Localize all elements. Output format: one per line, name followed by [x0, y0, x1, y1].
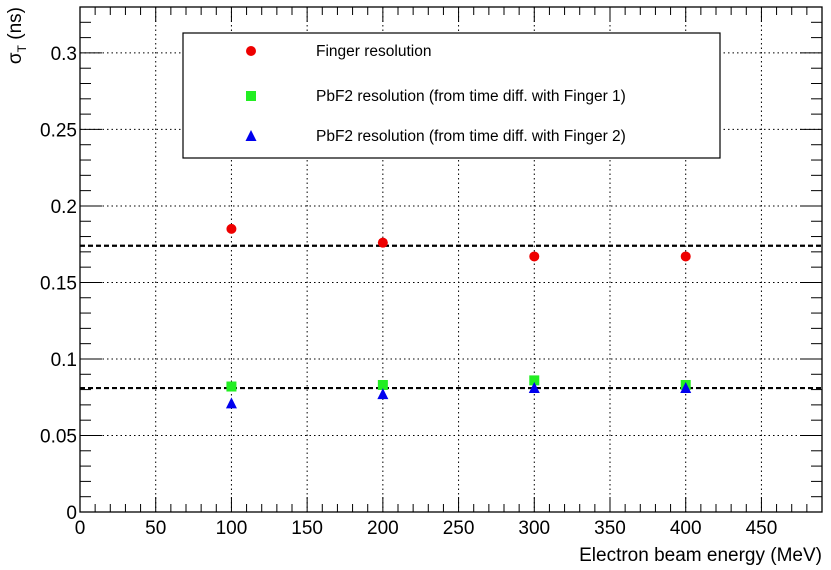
x-tick-label: 50 — [145, 518, 166, 539]
legend-marker-3 — [245, 130, 257, 141]
point-series1-3 — [680, 251, 691, 262]
plot-frame — [79, 6, 823, 513]
legend-marker-1 — [246, 46, 256, 56]
x-tick-label: 450 — [746, 518, 778, 539]
x-tick-label: 300 — [518, 518, 550, 539]
point-series2-2 — [529, 375, 540, 386]
x-tick-label: 250 — [443, 518, 475, 539]
point-series3-3 — [680, 382, 692, 394]
y-tick-label: 0.2 — [51, 197, 77, 218]
legend-box — [182, 32, 721, 159]
y-axis-title: σT (ns) — [5, 7, 29, 64]
y-tick-label: 0.05 — [40, 426, 77, 447]
point-series1-0 — [226, 223, 237, 234]
legend-label-3: PbF2 resolution (from time diff. with Fi… — [316, 128, 626, 145]
y-tick-label: 0 — [66, 503, 77, 524]
y-tick-label: 0.1 — [51, 350, 77, 371]
point-series3-0 — [225, 397, 237, 409]
data-points — [225, 223, 692, 409]
legend: Finger resolution PbF2 resolution (from t… — [182, 32, 721, 159]
legend-label-1: Finger resolution — [316, 43, 431, 60]
x-axis-title: Electron beam energy (MeV) — [579, 545, 822, 566]
point-series3-1 — [377, 388, 389, 400]
point-series3-2 — [528, 382, 540, 394]
point-series1-1 — [377, 237, 388, 248]
point-series2-0 — [226, 381, 237, 392]
x-tick-label: 400 — [670, 518, 702, 539]
legend-marker-2 — [246, 91, 256, 101]
reference-lines — [80, 244, 822, 390]
point-series1-2 — [529, 251, 540, 262]
y-tick-label: 0.3 — [51, 44, 77, 65]
y-axis-title-symbol: σ — [5, 52, 26, 64]
axes: 0 50 100 150 200 250 300 350 400 450 0 0.05 0.1 0.15 0… — [5, 6, 823, 566]
y-tick-label: 0.25 — [40, 120, 77, 141]
x-tick-label: 350 — [594, 518, 626, 539]
x-tick-label: 200 — [367, 518, 399, 539]
x-tick-label: 100 — [216, 518, 248, 539]
y-tick-label: 0.15 — [40, 273, 77, 294]
x-tick-label: 0 — [75, 518, 86, 539]
legend-label-2: PbF2 resolution (from time diff. with Fi… — [316, 88, 626, 105]
point-series2-1 — [377, 379, 388, 390]
y-axis-title-subscript: T — [15, 44, 29, 52]
x-tick-label: 150 — [291, 518, 323, 539]
y-axis-title-unit: (ns) — [5, 7, 26, 45]
